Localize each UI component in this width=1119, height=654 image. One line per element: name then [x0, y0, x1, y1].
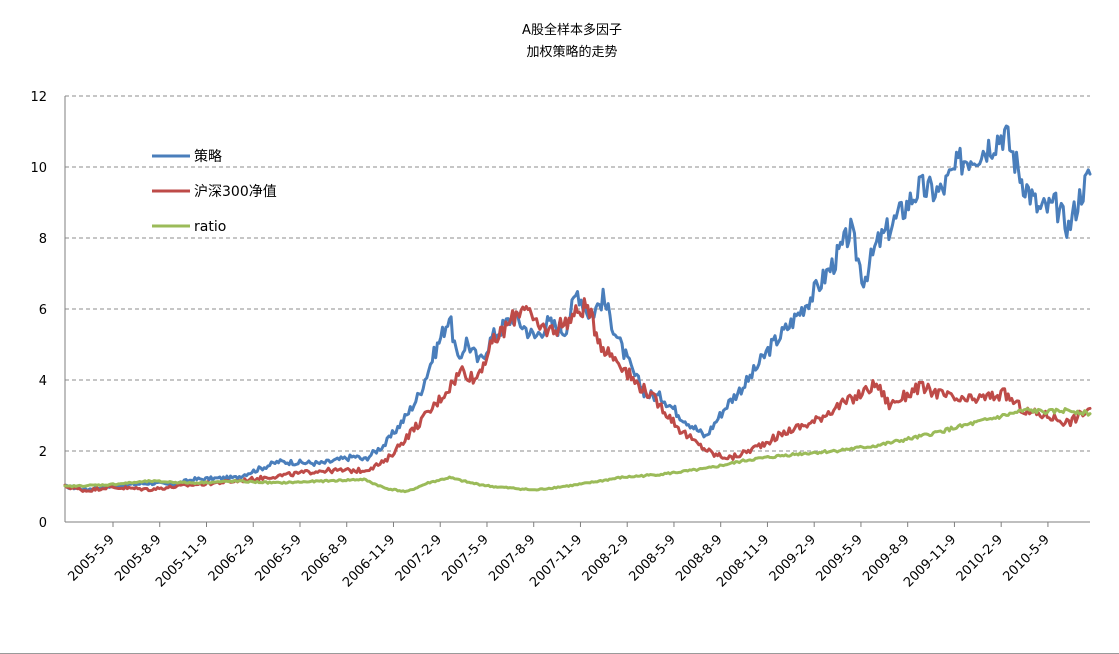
series-line-0: [63, 124, 1092, 492]
y-axis: 0 2 4 6 8 10 12: [30, 90, 66, 531]
y-tick-label: 0: [39, 516, 47, 531]
y-tick-label: 6: [39, 303, 47, 318]
series-line-1: [63, 297, 1092, 493]
series-lines: [63, 124, 1092, 494]
x-tick-label: 2006-5-9: [252, 532, 304, 584]
y-tick-label: 4: [39, 374, 47, 389]
x-tick-label: 2007-2-9: [393, 532, 445, 584]
series-line-2: [63, 407, 1092, 494]
x-tick-label: 2007-5-9: [439, 532, 491, 584]
y-tick-label: 10: [30, 161, 47, 176]
x-axis: 2005-5-92005-8-92005-11-92006-2-92006-5-…: [65, 521, 1090, 590]
x-tick-label: 2010-5-9: [1000, 532, 1052, 584]
legend-label-1: 沪深300净值: [194, 184, 277, 200]
x-tick-label: 2008-5-9: [626, 532, 678, 584]
chart-title-line-1: A股全样本多因子: [522, 22, 622, 38]
x-tick-label: 2006-2-9: [206, 532, 258, 584]
chart-title: A股全样本多因子 加权策略的走势: [522, 22, 622, 60]
y-tick-label: 12: [30, 90, 47, 105]
y-tick-label: 8: [39, 232, 47, 247]
x-tick-label: 2008-2-9: [580, 532, 632, 584]
legend-label-0: 策略: [194, 148, 222, 165]
legend-label-2: ratio: [194, 219, 226, 235]
x-tick-label: 2010-2-9: [954, 532, 1006, 584]
y-tick-label: 2: [39, 445, 47, 460]
x-tick-label: 2009-5-9: [813, 532, 865, 584]
x-tick-label: 2009-2-9: [767, 532, 819, 584]
x-tick-label: 2005-5-9: [65, 532, 117, 584]
chart-title-line-2: 加权策略的走势: [526, 44, 617, 60]
